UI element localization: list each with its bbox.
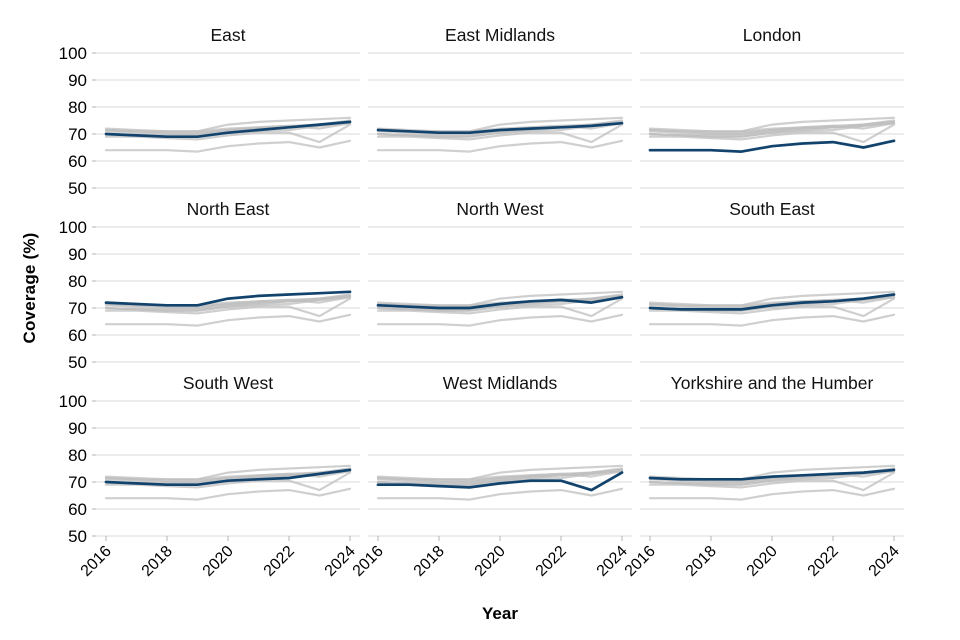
facet-title: East <box>210 25 246 45</box>
line-plot-london <box>640 52 904 189</box>
y-tick-label: 70 <box>68 473 87 492</box>
y-axis-title: Coverage (%) <box>20 232 39 344</box>
line-plot-yorkshire-humber: 2016 2018 2020 2022 2024 <box>622 400 904 580</box>
facet-east-midlands: East Midlands <box>368 22 632 196</box>
series-line-highlight-south-east <box>648 293 896 311</box>
line-plot-north-west <box>368 226 632 363</box>
facet-title: South East <box>729 199 815 219</box>
series-line-highlight-south-west <box>104 468 352 487</box>
series-line-highlight-london <box>648 139 896 153</box>
x-tick-label: 2024 <box>322 543 359 580</box>
y-tick-label: 60 <box>68 500 87 519</box>
series-line-other-west-midlands <box>104 297 352 318</box>
facet-title: North West <box>456 199 544 219</box>
facet-west-midlands: West Midlands 2016 2018 2020 2022 2024 <box>350 370 632 580</box>
x-axis-title: Year <box>482 604 518 623</box>
series-line-highlight-north-west <box>376 295 624 310</box>
x-tick-label: 2024 <box>594 543 631 580</box>
series-line-other-london <box>648 487 896 501</box>
series-line-other-west-midlands <box>376 297 624 318</box>
x-tick-label: 2016 <box>622 543 659 580</box>
facet-title: Yorkshire and the Humber <box>670 373 874 393</box>
line-plot-south-east <box>640 226 904 363</box>
series-line-other-yorkshire-and-the-humber <box>376 468 624 481</box>
x-tick-label: 2024 <box>866 543 903 580</box>
y-tick-label: 100 <box>59 392 87 411</box>
y-tick-label: 50 <box>68 353 87 372</box>
x-tick-label: 2018 <box>683 543 720 580</box>
y-tick-label: 70 <box>68 125 87 144</box>
y-tick-label: 90 <box>68 419 87 438</box>
facet-title: South West <box>182 373 274 393</box>
x-tick-label: 2020 <box>200 543 237 580</box>
x-tick-label: 2016 <box>350 543 387 580</box>
facet-title: West Midlands <box>442 373 558 393</box>
line-plot-east: 100 90 80 70 60 50 <box>59 44 360 198</box>
facet-east: East 100 90 80 70 60 50 <box>59 22 360 198</box>
series-line-other-london <box>376 313 624 327</box>
series-line-other-yorkshire-and-the-humber <box>648 120 896 133</box>
x-tick-label: 2022 <box>261 543 298 580</box>
x-tick-label: 2020 <box>472 543 509 580</box>
series-line-highlight-north-east <box>104 290 352 307</box>
y-tick-label: 90 <box>68 71 87 90</box>
y-tick-label: 70 <box>68 299 87 318</box>
line-plot-west-midlands: 2016 2018 2020 2022 2024 <box>350 400 632 580</box>
y-tick-label: 80 <box>68 98 87 117</box>
x-tick-label: 2016 <box>78 543 115 580</box>
facet-south-west: South West 100 90 80 70 60 50 2016 2018 2020 2022… <box>59 370 360 580</box>
y-tick-label: 60 <box>68 152 87 171</box>
series-line-other-yorkshire-and-the-humber <box>104 468 352 481</box>
y-tick-label: 50 <box>68 179 87 198</box>
series-line-other-london <box>104 139 352 153</box>
x-tick-label: 2018 <box>139 543 176 580</box>
series-line-other-london <box>104 313 352 327</box>
facet-title: London <box>742 25 802 45</box>
series-line-other-west-midlands <box>648 123 896 144</box>
series-line-other-south-west <box>104 294 352 312</box>
series-line-other-london <box>376 487 624 501</box>
facet-grid: East 100 90 80 70 60 50 East Midlands London … <box>59 22 904 580</box>
facet-north-west: North West <box>368 196 632 370</box>
series-line-other-london <box>376 139 624 153</box>
series-line-other-west-midlands <box>376 123 624 144</box>
series-line-other-west-midlands <box>648 297 896 318</box>
series-line-other-south-west <box>648 468 896 486</box>
series-line-highlight-west-midlands <box>376 471 624 492</box>
facet-yorkshire-humber: Yorkshire and the Humber 2016 2018 2020 202… <box>622 370 904 580</box>
facet-london: London <box>640 22 904 196</box>
x-tick-label: 2022 <box>805 543 842 580</box>
series-line-other-london <box>648 313 896 327</box>
facet-south-east: South East <box>640 196 904 370</box>
x-tick-label: 2020 <box>744 543 781 580</box>
y-tick-label: 50 <box>68 527 87 546</box>
series-line-highlight-east-midlands <box>376 121 624 135</box>
facet-north-east: North East 100 90 80 70 60 50 <box>59 196 360 372</box>
x-tick-label: 2018 <box>411 543 448 580</box>
y-tick-label: 80 <box>68 446 87 465</box>
series-line-other-london <box>104 487 352 501</box>
series-line-other-west-midlands <box>648 471 896 492</box>
facet-title: East Midlands <box>445 25 555 45</box>
y-tick-label: 90 <box>68 245 87 264</box>
facet-title: North East <box>186 199 270 219</box>
x-tick-label: 2022 <box>533 543 570 580</box>
line-plot-east-midlands <box>368 52 632 189</box>
series-line-highlight-east <box>104 120 352 139</box>
line-plot-north-east: 100 90 80 70 60 50 <box>59 218 360 372</box>
series-line-highlight-yorkshire-and-the-humber <box>648 468 896 481</box>
y-tick-label: 100 <box>59 218 87 237</box>
series-line-other-yorkshire-and-the-humber <box>376 294 624 307</box>
y-tick-label: 100 <box>59 44 87 63</box>
y-tick-label: 60 <box>68 326 87 345</box>
y-tick-label: 80 <box>68 272 87 291</box>
series-line-other-south-west <box>648 120 896 138</box>
